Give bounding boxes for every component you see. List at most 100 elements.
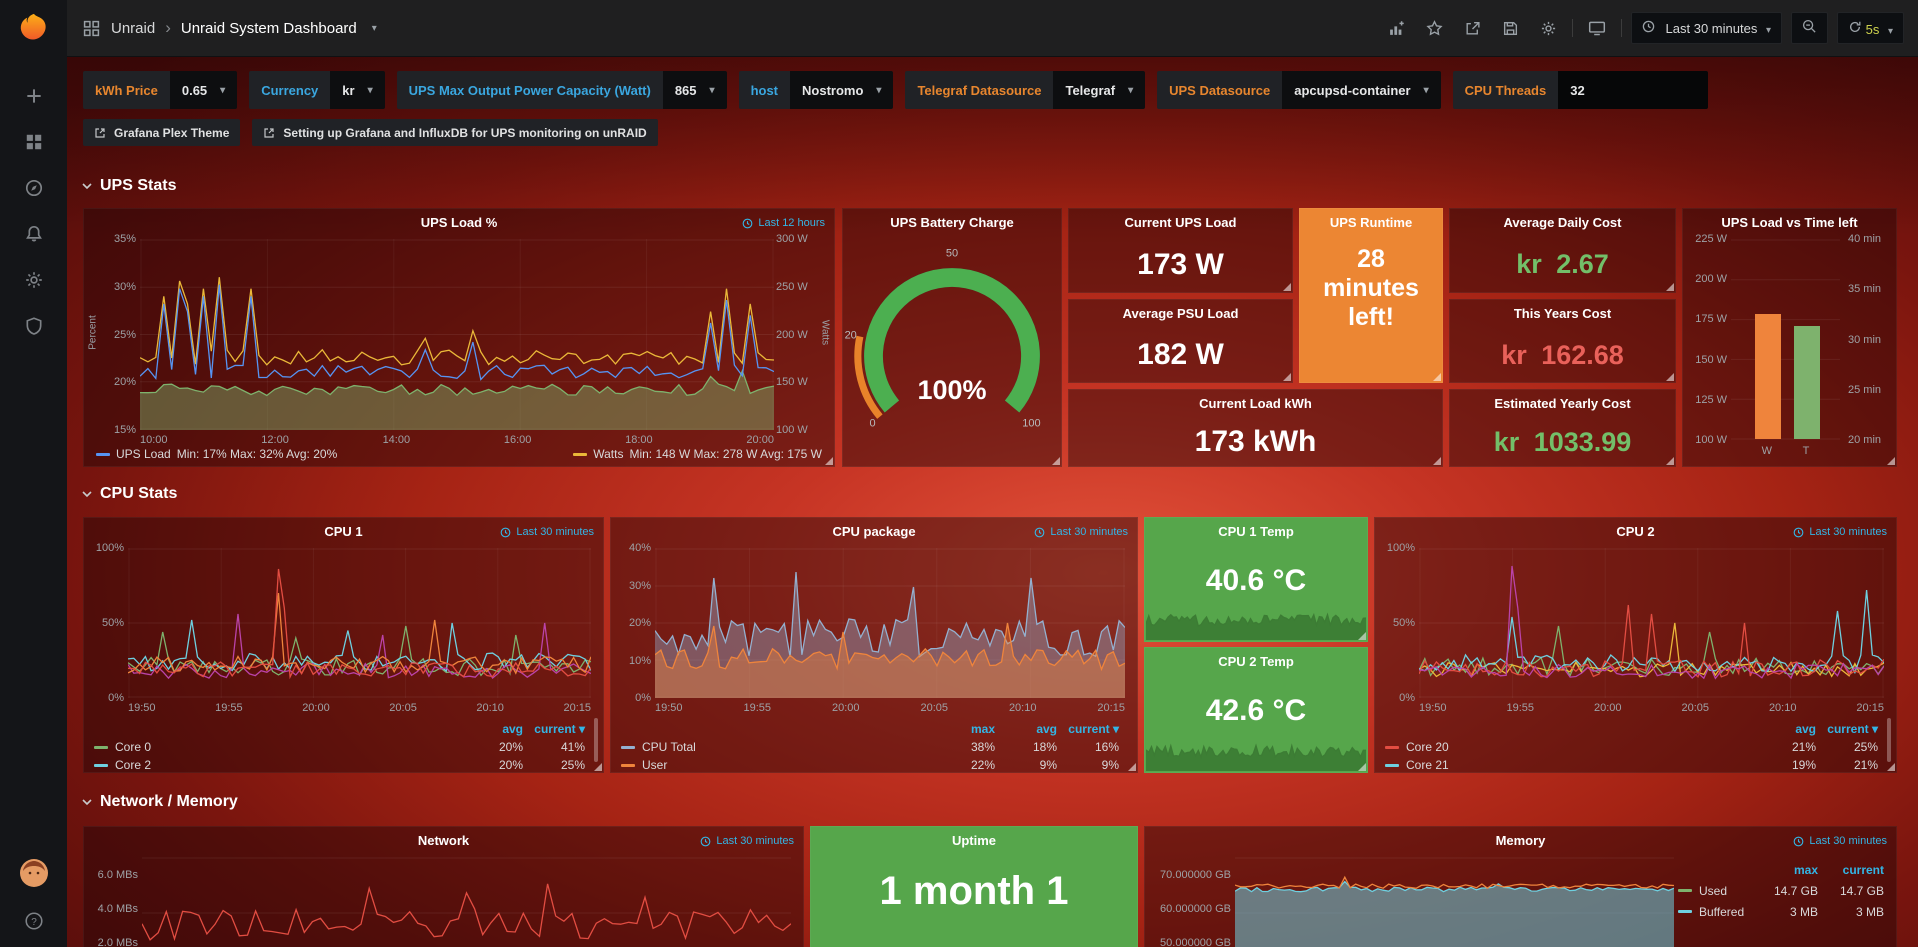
legend-row[interactable]: Buffered 3 MB 3 MB <box>1678 901 1884 922</box>
breadcrumb-folder[interactable]: Unraid <box>111 19 156 37</box>
panel-title[interactable]: Current UPS Load <box>1124 215 1237 230</box>
refresh-button[interactable]: 5s ▾ <box>1836 12 1904 44</box>
legend-row[interactable]: Used 14.7 GB 14.7 GB <box>1678 880 1884 901</box>
panel-time-range[interactable]: Last 12 hours <box>742 217 825 229</box>
panel-title[interactable]: UPS Load % <box>420 215 498 230</box>
section-network-memory[interactable]: Network / Memory <box>81 793 238 811</box>
section-ups-stats[interactable]: UPS Stats <box>81 177 176 195</box>
link-ups-monitoring-guide[interactable]: Setting up Grafana and InfluxDB for UPS … <box>252 119 658 146</box>
legend-row[interactable]: Core 20 21% 25% <box>1385 738 1878 756</box>
panel-title[interactable]: UPS Runtime <box>1329 215 1413 230</box>
shield-icon[interactable] <box>24 316 44 336</box>
legend-row[interactable]: Core 21 19% 21% <box>1385 756 1878 772</box>
series-name[interactable]: Core 2 <box>115 758 152 772</box>
cpu-package-chart[interactable] <box>655 548 1125 698</box>
cpu1-chart[interactable] <box>128 548 591 698</box>
panel-time-range[interactable]: Last 30 minutes <box>1793 835 1887 847</box>
bar-chart[interactable] <box>1731 239 1840 440</box>
help-icon[interactable]: ? <box>24 911 44 931</box>
legend-header[interactable]: max avg current ▾ <box>970 722 1119 736</box>
avatar[interactable] <box>19 858 49 893</box>
variable-kwh-price[interactable]: kWh Price 0.65 ▾ <box>83 71 238 109</box>
legend-header[interactable]: avg current ▾ <box>502 722 585 736</box>
panel-title[interactable]: CPU package <box>832 524 916 539</box>
panel-title[interactable]: CPU 1 Temp <box>1218 524 1294 539</box>
variable-host[interactable]: host Nostromo ▾ <box>738 71 894 109</box>
legend-row[interactable]: Core 2 20% 25% <box>94 756 585 772</box>
variable-value[interactable]: kr ▾ <box>330 71 385 109</box>
series-name[interactable]: User <box>642 758 668 772</box>
gear-icon[interactable] <box>24 270 44 290</box>
apps-grid-icon[interactable] <box>81 18 101 38</box>
panel-title[interactable]: This Years Cost <box>1513 306 1612 321</box>
legend-header[interactable]: max current <box>1793 862 1884 877</box>
variable-value[interactable]: 0.65 ▾ <box>169 71 238 109</box>
panel-title[interactable]: Network <box>417 833 470 848</box>
cpu2-chart[interactable] <box>1419 548 1884 698</box>
panel-title[interactable]: Estimated Yearly Cost <box>1494 396 1631 411</box>
panel-title[interactable]: Average Daily Cost <box>1503 215 1622 230</box>
legend-item[interactable]: UPS Load Min: 17% Max: 32% Avg: 20% <box>96 447 337 461</box>
legend-row[interactable]: User 22% 9% 9% <box>621 756 1119 772</box>
panel-title[interactable]: Current Load kWh <box>1199 396 1312 411</box>
link-grafana-plex-theme[interactable]: Grafana Plex Theme <box>83 119 241 146</box>
x-tick-label: 20:05 <box>389 702 417 714</box>
series-name[interactable]: Used <box>1699 883 1728 898</box>
save-button[interactable] <box>1496 14 1525 43</box>
dashboards-icon[interactable] <box>24 132 44 152</box>
variable-cpu-threads[interactable]: CPU Threads 32 <box>1452 71 1709 109</box>
series-name[interactable]: Core 21 <box>1406 758 1449 772</box>
panel-title[interactable]: UPS Battery Charge <box>890 215 1014 230</box>
panel-title[interactable]: Memory <box>1495 833 1546 848</box>
panel-title[interactable]: UPS Load vs Time left <box>1721 215 1858 230</box>
plus-icon[interactable] <box>24 86 44 106</box>
legend-item[interactable]: Watts Min: 148 W Max: 278 W Avg: 175 W <box>573 447 822 461</box>
explore-compass-icon[interactable] <box>24 178 44 198</box>
legend-row[interactable]: CPU Total 38% 18% 16% <box>621 738 1119 756</box>
kiosk-tv-button[interactable] <box>1582 13 1612 43</box>
svg-text:?: ? <box>31 917 37 928</box>
variable-value[interactable]: Nostromo ▾ <box>790 71 894 109</box>
panel-title[interactable]: CPU 1 <box>324 524 363 539</box>
memory-chart[interactable] <box>1235 857 1674 947</box>
panel-time-range[interactable]: Last 30 minutes <box>700 835 794 847</box>
variable-ups-max-output[interactable]: UPS Max Output Power Capacity (Watt) 865… <box>396 71 727 109</box>
bell-icon[interactable] <box>24 224 44 244</box>
caret-down-icon[interactable]: ▾ <box>371 22 377 34</box>
dashboard-settings-button[interactable] <box>1534 14 1563 43</box>
legend-row[interactable]: Core 0 20% 41% <box>94 738 585 756</box>
variable-value[interactable]: Telegraf ▾ <box>1053 71 1146 109</box>
variable-telegraf-datasource[interactable]: Telegraf Datasource Telegraf ▾ <box>905 71 1146 109</box>
time-range-picker[interactable]: Last 30 minutes ▾ <box>1630 12 1782 44</box>
panel-time-range[interactable]: Last 30 minutes <box>1793 526 1887 538</box>
chart-canvas <box>1731 239 1840 440</box>
network-chart[interactable] <box>142 857 791 947</box>
variable-currency[interactable]: Currency kr ▾ <box>249 71 385 109</box>
zoom-out-button[interactable] <box>1790 12 1828 44</box>
ups-load-chart[interactable] <box>140 239 774 430</box>
series-name[interactable]: Core 0 <box>115 740 152 754</box>
grafana-logo-icon[interactable] <box>12 8 56 52</box>
series-name[interactable]: Buffered <box>1699 904 1745 919</box>
star-button[interactable] <box>1420 14 1449 43</box>
panel-time-range[interactable]: Last 30 minutes <box>1034 526 1128 538</box>
section-cpu-stats[interactable]: CPU Stats <box>81 485 177 503</box>
legend-header[interactable]: avg current ▾ <box>1795 722 1878 736</box>
add-panel-button[interactable] <box>1382 14 1411 43</box>
panel-ups-battery-charge: UPS Battery Charge 0 20 50 100 100% <box>842 208 1062 467</box>
panel-title[interactable]: Average PSU Load <box>1122 306 1239 321</box>
legend-scrollbar[interactable] <box>1887 718 1891 762</box>
variable-ups-datasource[interactable]: UPS Datasource apcupsd-container ▾ <box>1157 71 1441 109</box>
variable-value[interactable]: apcupsd-container ▾ <box>1282 71 1441 109</box>
series-name[interactable]: Core 20 <box>1406 740 1449 754</box>
cpu-threads-input[interactable]: 32 <box>1558 71 1709 109</box>
panel-time-range[interactable]: Last 30 minutes <box>500 526 594 538</box>
panel-title[interactable]: CPU 2 <box>1616 524 1655 539</box>
panel-title[interactable]: Uptime <box>951 833 997 848</box>
panel-title[interactable]: CPU 2 Temp <box>1218 654 1294 669</box>
breadcrumb-dashboard-title[interactable]: Unraid System Dashboard <box>180 19 357 37</box>
variable-value[interactable]: 865 ▾ <box>662 71 727 109</box>
share-button[interactable] <box>1458 14 1487 43</box>
series-name[interactable]: CPU Total <box>642 740 696 754</box>
legend-scrollbar[interactable] <box>594 718 598 762</box>
